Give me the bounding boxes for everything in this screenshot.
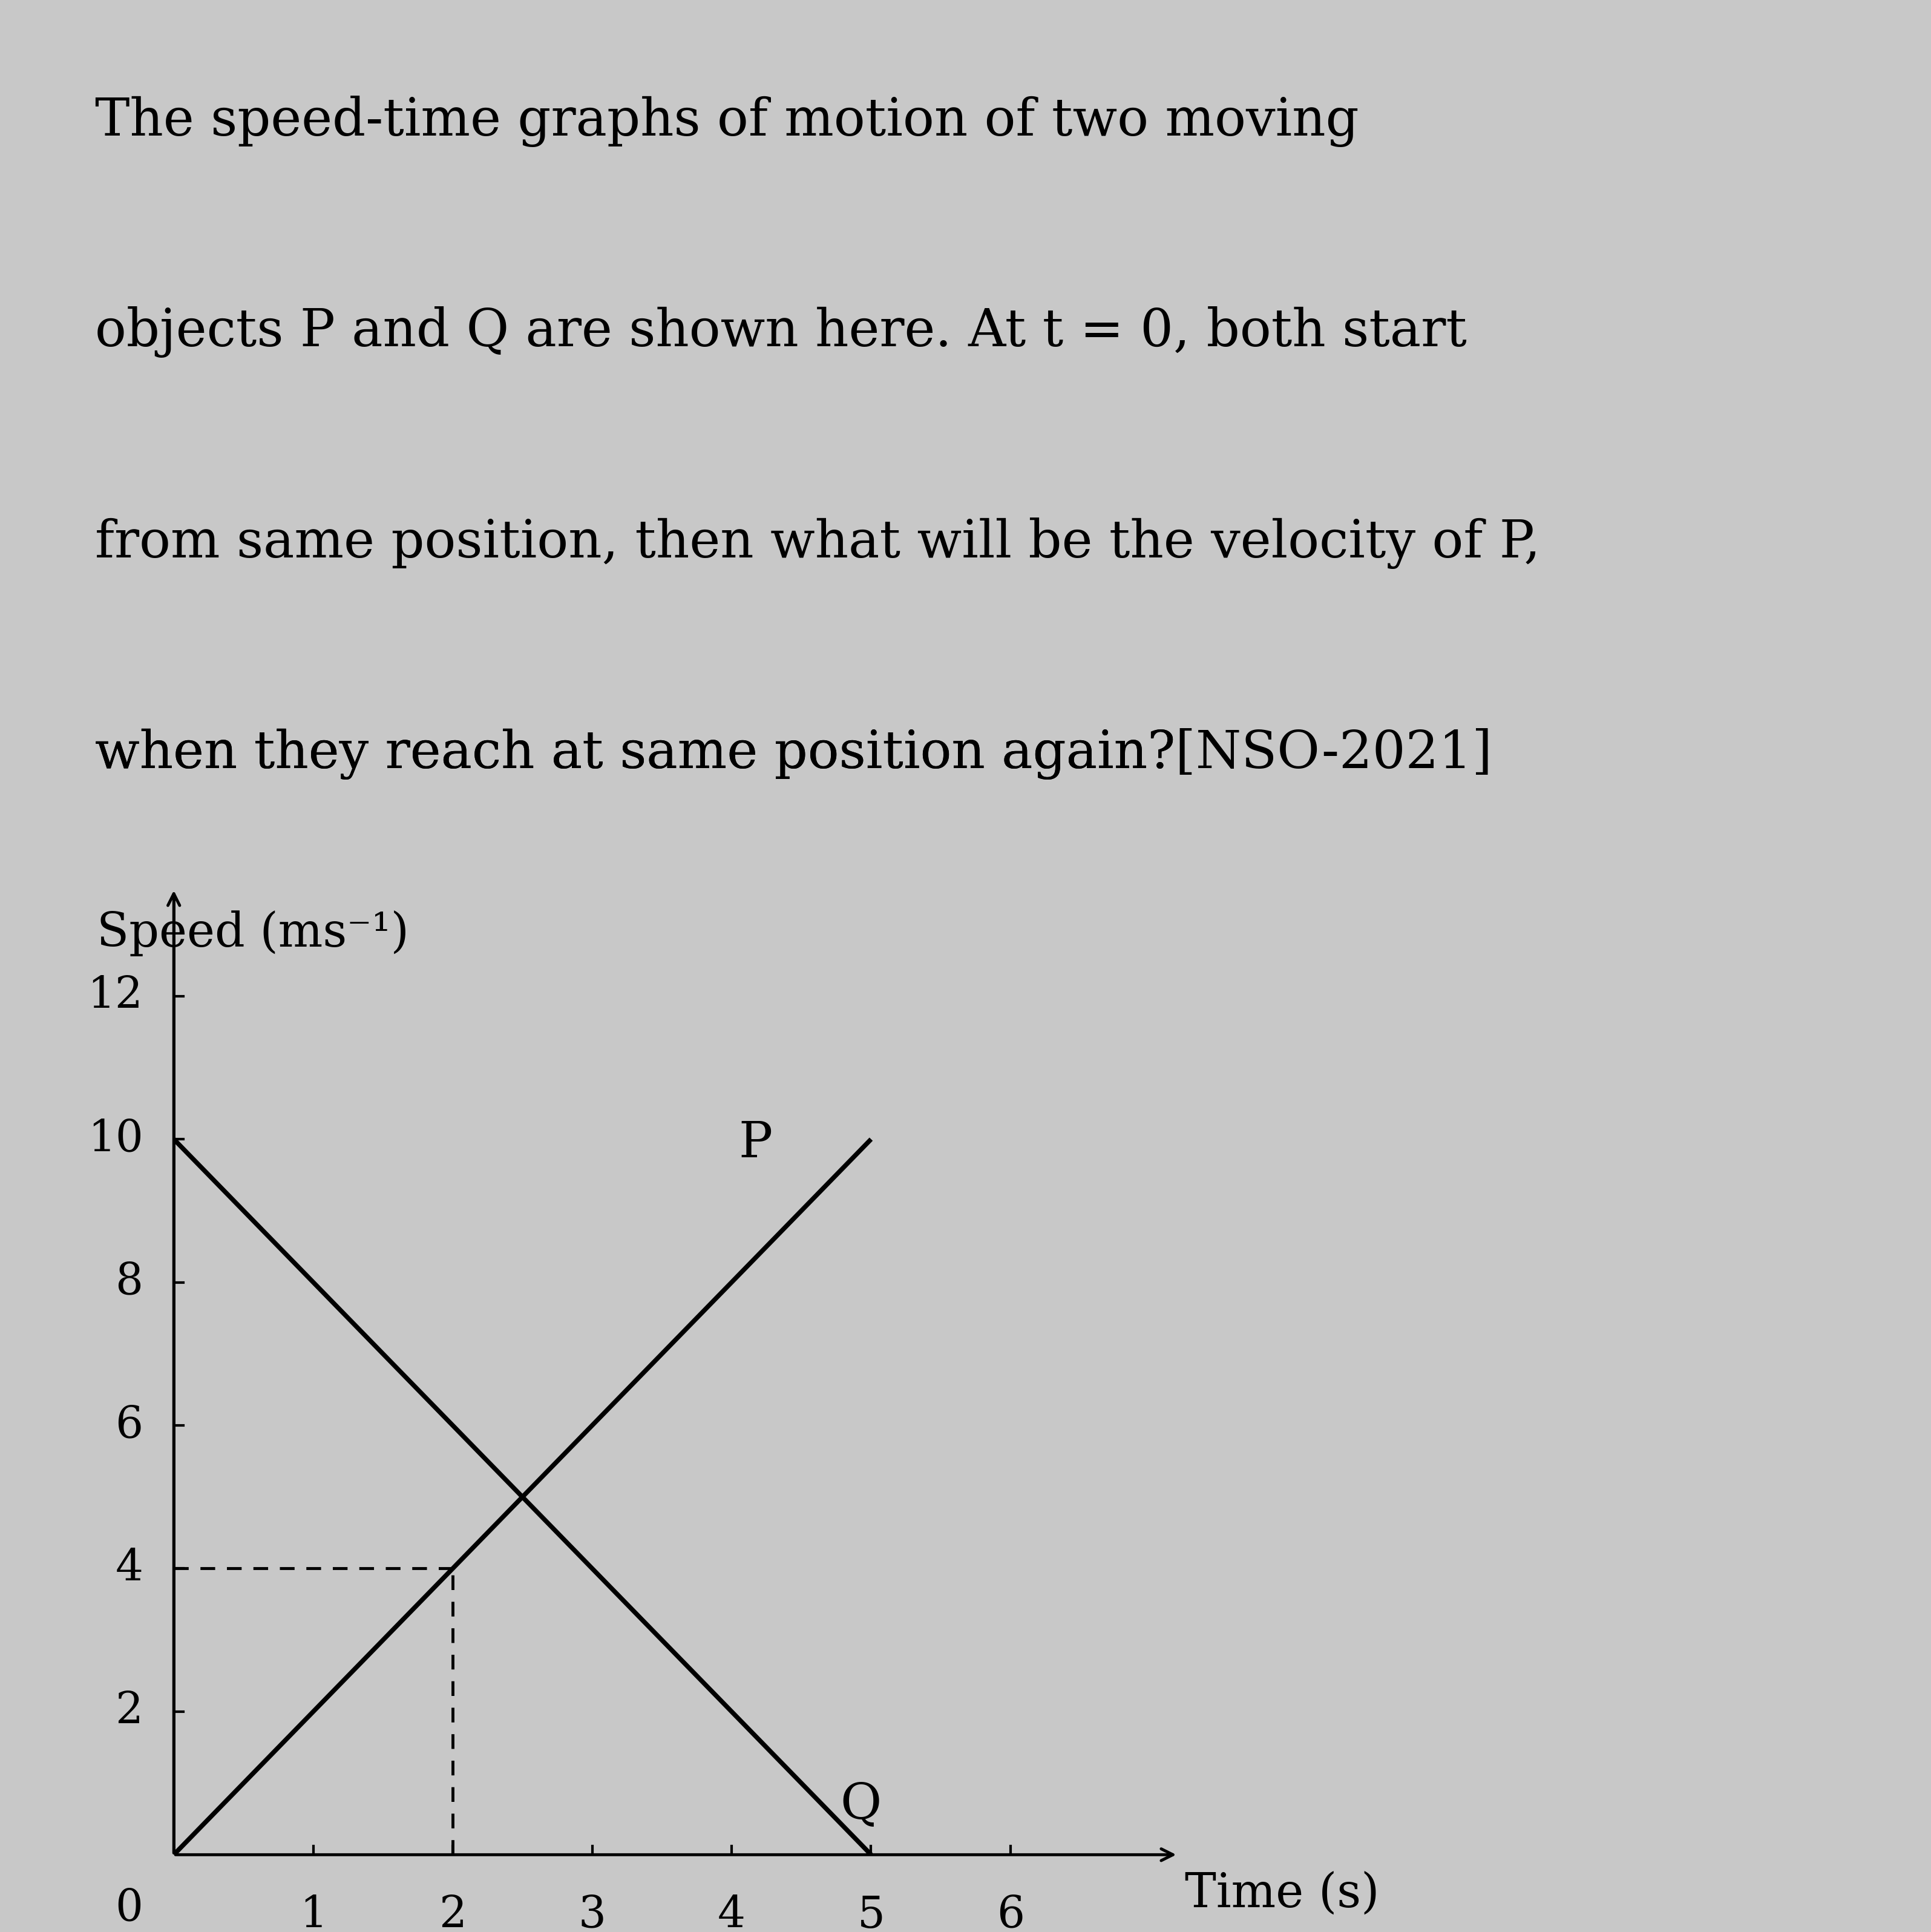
Text: when they reach at same position again?[NSO-2021]: when they reach at same position again?[… (95, 728, 1493, 781)
Text: The speed-time graphs of motion of two moving: The speed-time graphs of motion of two m… (95, 95, 1359, 147)
Text: P: P (738, 1119, 772, 1167)
Text: Time (s): Time (s) (1186, 1870, 1379, 1917)
Text: objects P and Q are shown here. At t = 0, both start: objects P and Q are shown here. At t = 0… (95, 307, 1468, 357)
Text: 1: 1 (299, 1893, 326, 1932)
Text: 8: 8 (116, 1262, 143, 1304)
Text: 6: 6 (996, 1893, 1025, 1932)
Text: 4: 4 (718, 1893, 745, 1932)
Text: 0: 0 (116, 1888, 143, 1930)
Text: 3: 3 (577, 1893, 606, 1932)
Text: 12: 12 (87, 976, 143, 1018)
Text: Q: Q (840, 1781, 882, 1830)
Text: 10: 10 (87, 1119, 143, 1161)
Text: 4: 4 (116, 1548, 143, 1590)
Text: 6: 6 (116, 1405, 143, 1447)
Text: 5: 5 (857, 1893, 884, 1932)
Text: 2: 2 (116, 1690, 143, 1733)
Text: Speed (ms⁻¹): Speed (ms⁻¹) (97, 910, 409, 956)
Text: when they reach at same position again?: when they reach at same position again? (95, 728, 1176, 779)
Text: 2: 2 (438, 1893, 467, 1932)
Text: from same position, then what will be the velocity of P,: from same position, then what will be th… (95, 518, 1541, 568)
